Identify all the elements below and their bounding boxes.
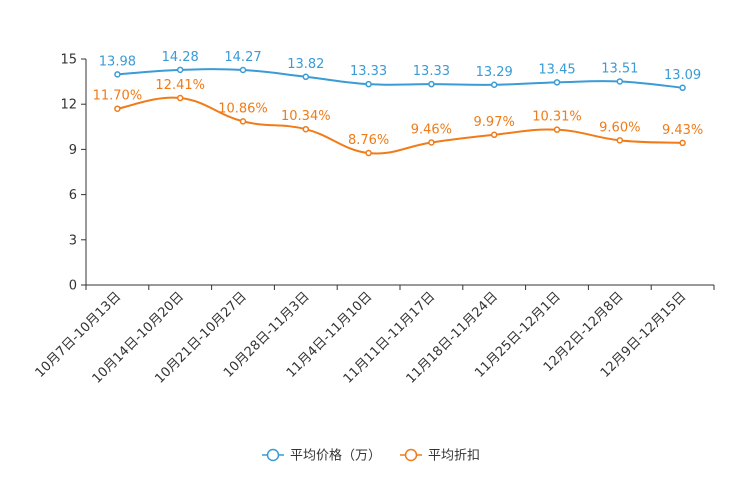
data-label: 13.98 — [99, 54, 136, 69]
data-label: 9.46% — [411, 122, 452, 137]
y-tick-label: 0 — [69, 279, 77, 294]
data-point — [428, 80, 435, 88]
chart-series: 13.98 14.28 14.27 13.82 13.33 13.33 13.29 13.45… — [93, 50, 703, 157]
legend-item-1: 平均价格（万） — [262, 448, 381, 464]
series-line — [117, 96, 683, 155]
legend-marker-icon — [404, 448, 418, 462]
data-point — [490, 81, 498, 89]
data-label: 8.76% — [348, 133, 389, 148]
data-label: 13.82 — [287, 57, 324, 72]
series-line — [117, 68, 683, 89]
legend-marker-icon — [266, 448, 280, 462]
data-label: 13.51 — [601, 61, 638, 76]
y-tick-label: 9 — [69, 143, 77, 158]
chart-axes: 0369121510月7日-10月13日10月14日-10月20日10月21日-… — [33, 53, 715, 387]
data-point — [553, 79, 561, 86]
series-1: 13.98 14.28 14.27 13.82 13.33 13.33 13.29 13.45… — [99, 50, 701, 92]
data-label: 10.31% — [532, 110, 582, 125]
data-label: 10.34% — [281, 109, 331, 124]
y-tick-label: 15 — [60, 53, 77, 68]
data-point — [302, 73, 310, 81]
data-point — [679, 139, 686, 147]
data-label: 9.43% — [662, 123, 703, 138]
data-label: 9.97% — [474, 115, 515, 130]
data-label: 10.86% — [218, 101, 268, 116]
data-point — [114, 105, 121, 112]
series-2: 11.70% 12.41% 10.86% 10.34% 8.76% 9.46% 9.97% 1… — [93, 78, 703, 157]
data-label: 13.33 — [413, 64, 450, 79]
data-label: 11.70% — [93, 89, 143, 104]
data-point — [490, 131, 498, 139]
data-point — [302, 125, 310, 133]
y-tick-label: 3 — [69, 233, 77, 248]
data-label: 13.45 — [538, 62, 575, 77]
data-point — [616, 78, 624, 85]
legend-label: 平均折扣 — [428, 449, 480, 464]
legend-item-2: 平均折扣 — [400, 449, 480, 464]
data-point — [239, 118, 247, 125]
y-tick-label: 6 — [69, 188, 77, 203]
data-label: 14.27 — [224, 50, 261, 65]
data-label: 12.41% — [155, 78, 205, 93]
data-point — [365, 149, 372, 157]
chart-legend: 平均价格（万） 平均折扣 — [262, 448, 480, 464]
data-point — [553, 126, 561, 133]
data-point — [428, 139, 435, 146]
data-point — [365, 80, 372, 88]
legend-label: 平均价格（万） — [290, 448, 381, 464]
data-label: 13.29 — [476, 65, 513, 80]
data-point — [679, 84, 686, 92]
data-point — [239, 66, 247, 74]
y-tick-label: 12 — [60, 98, 77, 113]
data-point — [114, 71, 121, 78]
data-label: 9.60% — [599, 120, 640, 135]
data-point — [616, 137, 624, 144]
data-label: 13.33 — [350, 64, 387, 79]
data-label: 13.09 — [664, 68, 701, 83]
data-point — [176, 66, 184, 74]
data-label: 14.28 — [162, 50, 199, 65]
data-point — [176, 94, 184, 102]
